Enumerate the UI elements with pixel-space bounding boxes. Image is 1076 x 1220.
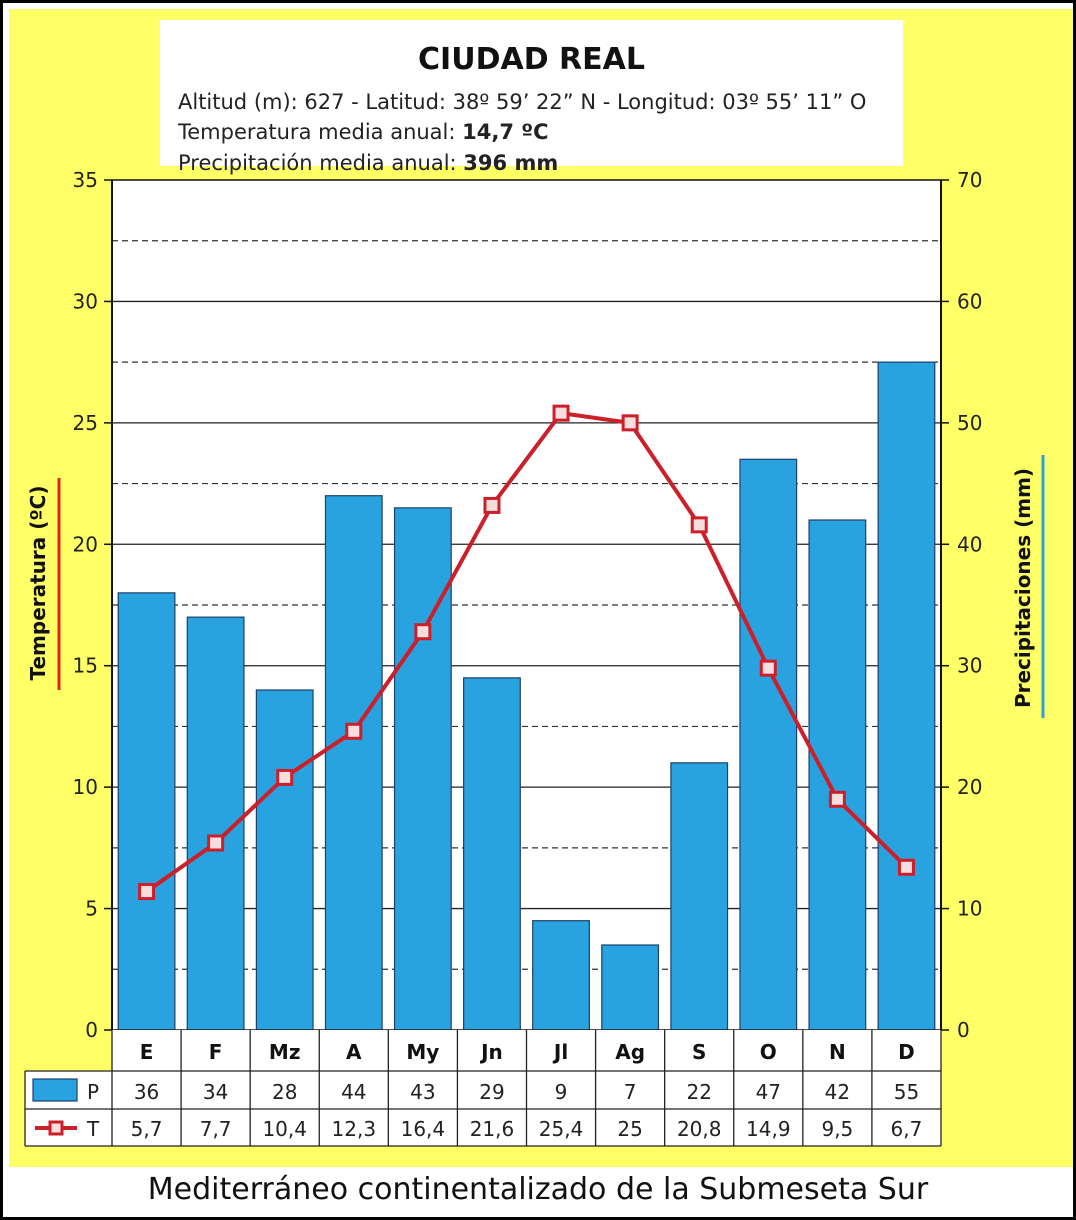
temp-value-F: 7,7 (200, 1117, 232, 1141)
temperature-point-My (414, 623, 432, 641)
precip-bar-Jn (463, 677, 521, 1031)
category-label-Jl: Jl (552, 1040, 568, 1064)
precip-value-O: 47 (756, 1080, 781, 1104)
precip-value-D: 55 (894, 1080, 919, 1104)
temp-value-E: 5,7 (131, 1117, 163, 1141)
precip-value-S: 22 (686, 1080, 711, 1104)
legend-label-temp: T (86, 1117, 100, 1141)
precip-bar-D (877, 361, 936, 1031)
temp-value-A: 12,3 (332, 1117, 377, 1141)
legend-swatch-precip (32, 1078, 78, 1102)
station-title: CIUDAD REAL (418, 42, 645, 77)
right-tick-label: 70 (957, 168, 982, 192)
precip-value-My: 43 (410, 1080, 435, 1104)
right-axis-title: Precipitaciones (mm) (1011, 468, 1035, 708)
left-tick-label: 10 (73, 775, 98, 799)
precip-value-Mz: 28 (272, 1080, 297, 1104)
temperature-point-D (897, 858, 915, 876)
category-label-O: O (760, 1040, 777, 1064)
category-label-S: S (692, 1040, 706, 1064)
temperature-point-S (690, 516, 708, 534)
temperature-point-Jl (552, 404, 570, 422)
temperature-point-E (138, 883, 156, 901)
temp-value-S: 20,8 (677, 1117, 722, 1141)
category-label-E: E (140, 1040, 154, 1064)
precip-value-Jl: 9 (555, 1080, 568, 1104)
precip-bar-N (808, 519, 867, 1031)
location-line: Altitud (m): 627 - Latitud: 38º 59’ 22” … (178, 90, 867, 114)
temp-value-Jl: 25,4 (539, 1117, 584, 1141)
temperature-point-Jn (483, 496, 501, 514)
category-label-D: D (898, 1040, 915, 1064)
temperature-point-F (207, 834, 225, 852)
category-label-Jn: Jn (479, 1040, 503, 1064)
temp-value-Mz: 10,4 (262, 1117, 307, 1141)
annual-precip-label: Precipitación media anual: (178, 151, 457, 175)
category-label-A: A (346, 1040, 362, 1064)
precip-value-E: 36 (134, 1080, 159, 1104)
left-tick-label: 15 (73, 654, 98, 678)
right-tick-label: 50 (957, 411, 982, 435)
precip-bar-O (739, 458, 798, 1031)
legend-label-precip: P (87, 1080, 99, 1104)
precip-value-Jn: 29 (479, 1080, 504, 1104)
right-tick-label: 20 (957, 775, 982, 799)
left-axis-title: Temperatura (ºC) (26, 486, 50, 681)
annual-temp-label: Temperatura media anual: (178, 120, 456, 144)
temperature-line (145, 411, 908, 894)
left-tick-label: 25 (73, 411, 98, 435)
climate-caption: Mediterráneo continentalizado de la Subm… (147, 1172, 929, 1207)
category-label-F: F (209, 1040, 223, 1064)
category-label-N: N (829, 1040, 846, 1064)
header-box: CIUDAD REAL Altitud (m): 627 - Latitud: … (160, 20, 903, 175)
right-tick-label: 30 (957, 654, 982, 678)
category-label-My: My (406, 1040, 439, 1064)
temp-value-Jn: 21,6 (470, 1117, 515, 1141)
category-label-Ag: Ag (615, 1040, 645, 1064)
left-tick-label: 35 (73, 168, 98, 192)
precip-bar-A (324, 495, 383, 1031)
annual-precip-value: 396 mm (463, 151, 559, 175)
annual-precip-line: Precipitación media anual: 396 mm (178, 151, 558, 175)
precip-bar-Jl (532, 920, 590, 1031)
annual-temp-line: Temperatura media anual: 14,7 ºC (178, 120, 549, 144)
right-tick-label: 60 (957, 289, 982, 313)
temp-value-O: 14,9 (746, 1117, 791, 1141)
temperature-point-A (345, 722, 363, 740)
precip-value-Ag: 7 (624, 1080, 637, 1104)
category-label-Mz: Mz (269, 1040, 301, 1064)
temperature-point-Mz (276, 768, 294, 786)
precip-value-N: 42 (825, 1080, 850, 1104)
precip-bar-S (670, 762, 729, 1031)
left-tick-label: 0 (85, 1018, 98, 1042)
precip-bar-E (117, 592, 176, 1031)
left-tick-label: 20 (73, 532, 98, 556)
temperature-point-N (828, 790, 846, 808)
precip-value-F: 34 (203, 1080, 228, 1104)
precip-value-A: 44 (341, 1080, 366, 1104)
right-tick-label: 40 (957, 532, 982, 556)
temperature-point-Ag (621, 414, 639, 432)
left-tick-label: 5 (85, 897, 98, 921)
temp-value-Ag: 25 (617, 1117, 642, 1141)
left-tick-label: 30 (73, 289, 98, 313)
precip-bar-My (393, 507, 452, 1031)
temp-value-My: 16,4 (401, 1117, 446, 1141)
legend-marker-temp (48, 1120, 64, 1136)
temp-value-N: 9,5 (821, 1117, 853, 1141)
precip-bar-Mz (255, 689, 314, 1031)
precip-bar-Ag (601, 944, 660, 1031)
temp-value-D: 6,7 (891, 1117, 923, 1141)
climate-chart: 0 5 10 15 20 25 30 35 0 10 20 30 40 50 60 70 Temperatura… (24, 168, 1045, 1147)
annual-temp-value: 14,7 ºC (462, 120, 549, 144)
temperature-point-O (759, 659, 777, 677)
right-tick-label: 10 (957, 897, 982, 921)
right-tick-label: 0 (957, 1018, 970, 1042)
